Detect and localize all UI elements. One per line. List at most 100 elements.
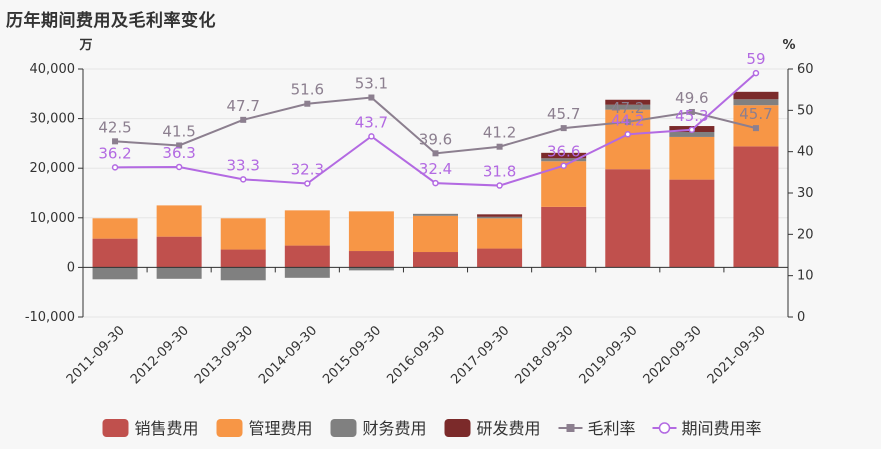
bar-财务费用 — [669, 131, 715, 137]
bar-管理费用 — [156, 205, 202, 237]
bar-管理费用 — [220, 218, 266, 250]
point-毛利率 — [304, 100, 311, 107]
data-label-毛利率: 45.7 — [547, 105, 580, 123]
data-label-期间费用率: 59 — [746, 50, 765, 68]
left-axis-tick-label: 40,000 — [30, 62, 76, 77]
legend-label: 毛利率 — [588, 419, 636, 438]
bar-财务费用 — [413, 213, 458, 216]
data-label-毛利率: 45.7 — [739, 105, 772, 123]
bar-研发费用 — [541, 152, 587, 159]
point-毛利率 — [240, 116, 247, 123]
bar-财务费用 — [605, 104, 651, 110]
point-毛利率 — [752, 125, 759, 132]
data-label-毛利率: 51.6 — [291, 81, 324, 99]
legend-label: 财务费用 — [363, 419, 427, 438]
data-label-期间费用率: 31.8 — [483, 163, 516, 181]
point-毛利率 — [176, 142, 183, 149]
bar-财务费用 — [541, 158, 587, 162]
right-axis-unit: % — [782, 38, 795, 53]
point-期间费用率 — [432, 179, 439, 187]
bar-财务费用 — [733, 99, 779, 106]
bar-销售费用 — [413, 252, 458, 268]
point-期间费用率 — [624, 131, 632, 138]
right-axis-tick-label: 0 — [797, 310, 805, 325]
bar-销售费用 — [541, 206, 587, 268]
point-毛利率 — [496, 143, 503, 150]
bar-管理费用 — [92, 218, 138, 239]
bar-销售费用 — [348, 251, 394, 268]
point-期间费用率 — [560, 162, 567, 169]
legend-swatch-研发费用 — [444, 419, 471, 437]
left-axis-tick-label: 20,000 — [30, 161, 76, 176]
point-毛利率 — [432, 150, 439, 157]
data-label-毛利率: 41.5 — [162, 122, 195, 140]
left-axis-tick-label: -10,000 — [25, 310, 75, 325]
x-axis-category-label: 2016-09-30 — [384, 323, 448, 387]
legend-label: 研发费用 — [477, 419, 541, 438]
bar-管理费用 — [413, 215, 458, 253]
left-axis-tick-label: 10,000 — [30, 211, 76, 226]
x-axis-category-label: 2012-09-30 — [128, 323, 192, 387]
legend-marker-期间费用率 — [658, 422, 671, 434]
x-axis-category-label: 2021-09-30 — [705, 323, 769, 387]
bar-销售费用 — [156, 236, 202, 268]
point-期间费用率 — [368, 133, 375, 140]
bar-财务费用 — [156, 267, 202, 279]
data-label-毛利率: 53.1 — [355, 75, 388, 93]
point-期间费用率 — [304, 180, 311, 187]
right-axis-tick-label: 50 — [797, 103, 814, 118]
point-毛利率 — [368, 94, 375, 101]
bar-销售费用 — [669, 179, 715, 268]
bar-财务费用 — [284, 267, 330, 278]
point-毛利率 — [688, 108, 695, 115]
x-axis-category-label: 2015-09-30 — [320, 323, 384, 387]
bar-销售费用 — [605, 169, 651, 268]
right-axis-tick-label: 30 — [797, 186, 814, 201]
right-axis-tick-label: 60 — [797, 62, 814, 77]
data-label-毛利率: 42.5 — [98, 118, 131, 136]
point-期间费用率 — [496, 182, 503, 189]
point-毛利率 — [624, 118, 631, 125]
right-axis-tick-label: 20 — [797, 227, 814, 242]
data-label-毛利率: 41.2 — [483, 124, 516, 142]
chart-title: 历年期间费用及毛利率变化 — [6, 11, 216, 31]
left-axis-tick-label: 30,000 — [30, 112, 76, 127]
data-label-期间费用率: 32.4 — [419, 160, 452, 178]
legend-swatch-销售费用 — [102, 419, 129, 437]
bar-财务费用 — [477, 216, 523, 219]
x-axis-category-label: 2011-09-30 — [64, 323, 128, 387]
bar-财务费用 — [92, 267, 138, 280]
point-期间费用率 — [111, 164, 119, 171]
bar-销售费用 — [92, 238, 138, 268]
bar-研发费用 — [733, 91, 779, 100]
data-label-期间费用率: 36.6 — [547, 143, 580, 161]
legend-label: 管理费用 — [249, 419, 313, 438]
data-label-毛利率: 47.7 — [227, 97, 260, 115]
bar-销售费用 — [284, 245, 330, 268]
x-axis-category-label: 2014-09-30 — [256, 323, 320, 387]
x-axis-category-label: 2019-09-30 — [577, 323, 641, 387]
data-label-毛利率: 49.6 — [675, 89, 708, 107]
x-axis-category-label: 2013-09-30 — [192, 323, 256, 387]
point-期间费用率 — [688, 126, 696, 134]
data-label-期间费用率: 44.2 — [611, 111, 644, 129]
data-label-期间费用率: 36.2 — [98, 144, 131, 162]
left-axis-tick-label: 0 — [67, 260, 75, 275]
data-label-期间费用率: 33.3 — [227, 156, 260, 174]
left-axis-unit: 万 — [78, 38, 92, 53]
point-毛利率 — [560, 125, 567, 132]
data-label-期间费用率: 45.3 — [675, 107, 708, 125]
legend-swatch-管理费用 — [216, 419, 243, 437]
point-毛利率 — [112, 138, 119, 145]
legend-marker-毛利率 — [566, 424, 575, 432]
x-axis-category-label: 2017-09-30 — [448, 323, 512, 387]
bar-销售费用 — [733, 146, 779, 268]
bar-管理费用 — [477, 218, 523, 249]
x-axis-category-label: 2020-09-30 — [641, 323, 705, 387]
point-期间费用率 — [752, 69, 760, 77]
point-期间费用率 — [175, 163, 183, 171]
x-axis-category-label: 2018-09-30 — [512, 323, 576, 387]
bar-销售费用 — [220, 249, 266, 268]
